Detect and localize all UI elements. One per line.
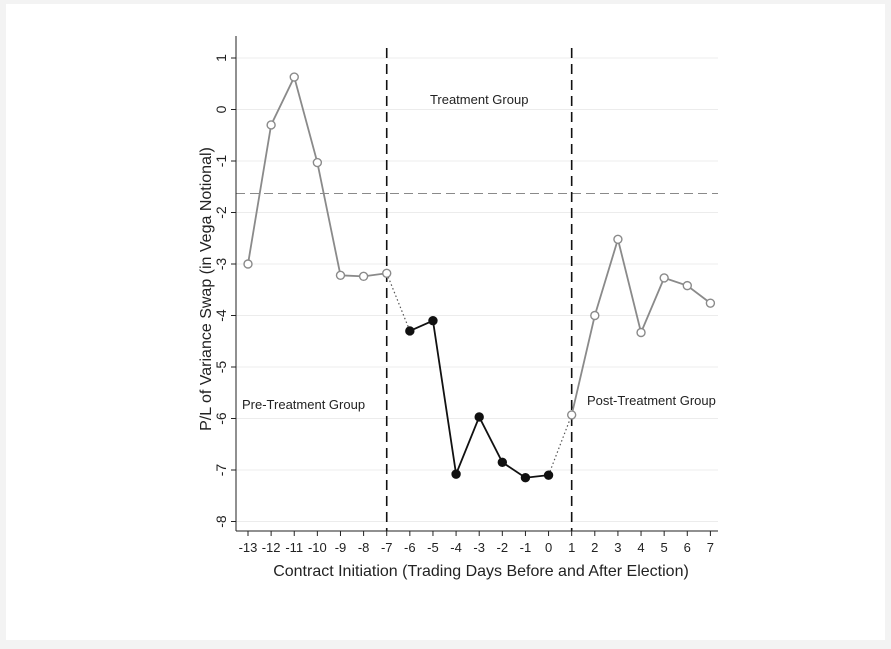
y-tick-label: -6 — [213, 412, 229, 425]
y-axis-title: P/L of Variance Swap (in Vega Notional) — [198, 147, 215, 431]
annotation-treatment-group: Treatment Group — [430, 92, 529, 107]
data-point-pre — [382, 268, 392, 278]
y-tick-label: -4 — [213, 309, 229, 322]
chart-frame: 1 0 -1 -2 -3 -4 -5 -6 -7 -8 -13 -12 -11 -10 -9 -8 -7 -6-… — [6, 4, 885, 640]
y-tick-label: -3 — [213, 258, 229, 271]
x-ticks: -13 -12 -11 -10 -9 -8 -7 -6 -5 -4 -3 -2 -1 0 1 2 3 4 5 6 7 — [239, 531, 714, 555]
series — [243, 72, 716, 483]
data-point-pre — [266, 120, 276, 130]
x-tick-label: 3 — [614, 540, 621, 555]
pl-variance-swap-chart: 10-1-2-3-4-5-6-7-8 -13 -12 -11 -10 -9 -8 -7 -6-… — [198, 36, 718, 580]
x-tick-label: 2 — [591, 540, 598, 555]
data-point-pre — [243, 259, 253, 269]
x-tick-label: -11 — [285, 540, 303, 555]
x-tick-label: -7 — [381, 540, 393, 555]
data-point-pre — [289, 72, 299, 82]
data-point-pre — [312, 157, 323, 168]
reference-lines — [236, 48, 718, 531]
data-point-post — [566, 410, 577, 420]
x-axis-title: Contract Initiation (Trading Days Before… — [273, 563, 689, 580]
x-tick-label: -12 — [262, 540, 281, 555]
y-tick-label: 1 — [213, 54, 229, 62]
x-tick-label: -3 — [473, 540, 485, 555]
x-tick-label: -1 — [520, 540, 532, 555]
data-point-pre — [335, 270, 346, 281]
x-tick-label: 7 — [707, 540, 714, 555]
data-point-treatment — [428, 315, 438, 326]
connector-line — [547, 414, 573, 476]
x-tick-label: -13 — [239, 540, 258, 555]
y-ticks: 1 0 -1 -2 -3 -4 -5 -6 -7 -8 — [213, 54, 236, 528]
x-tick-label: -2 — [497, 540, 509, 555]
x-tick-label: -9 — [335, 540, 347, 555]
data-point-pre — [358, 271, 369, 282]
axes — [235, 36, 718, 532]
x-tick-label: -5 — [427, 540, 439, 555]
x-tick-label: 6 — [684, 540, 691, 555]
data-point-post — [682, 280, 692, 291]
data-point-post — [613, 234, 623, 244]
series-line-post — [570, 235, 711, 416]
data-point-treatment — [543, 470, 554, 480]
y-tick-label: -7 — [213, 464, 229, 477]
y-tick-label: -1 — [213, 155, 229, 168]
data-point-treatment — [520, 473, 531, 483]
x-tick-label: 1 — [568, 540, 575, 555]
y-tick-label: 0 — [213, 105, 229, 113]
data-point-treatment — [405, 326, 415, 336]
x-tick-label: 4 — [637, 540, 644, 555]
x-tick-label: -6 — [404, 540, 416, 555]
annotation-post-treatment-group: Post-Treatment Group — [587, 393, 716, 408]
annotation-pre-treatment-group: Pre-Treatment Group — [242, 397, 365, 412]
x-tick-label: 0 — [545, 540, 552, 555]
series-line-treatment — [409, 319, 549, 479]
data-point-post — [590, 310, 600, 321]
x-tick-label: -8 — [358, 540, 370, 555]
x-tick-label: 5 — [661, 540, 668, 555]
y-tick-label: -8 — [213, 515, 229, 528]
data-point-treatment — [474, 412, 484, 422]
data-point-post — [659, 273, 669, 283]
data-point-post — [636, 327, 646, 338]
y-tick-label: -5 — [213, 361, 229, 374]
connector-line — [386, 273, 411, 332]
data-point-treatment — [451, 469, 461, 479]
data-point-post — [705, 298, 716, 308]
x-tick-label: -4 — [450, 540, 462, 555]
y-tick-label: -2 — [213, 206, 229, 219]
data-point-treatment — [497, 457, 508, 467]
series-line-pre — [247, 74, 387, 278]
x-tick-label: -10 — [308, 540, 327, 555]
